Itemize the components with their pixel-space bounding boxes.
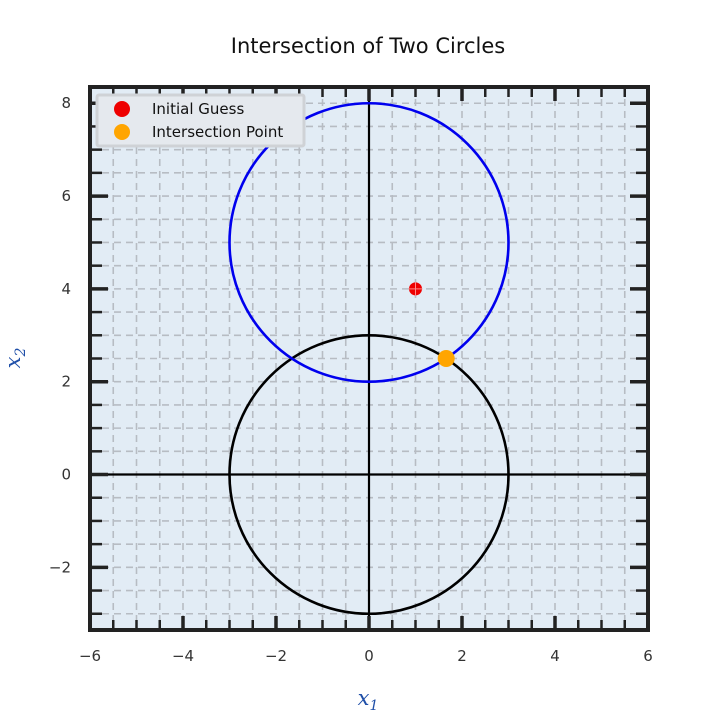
intersection-point <box>437 350 455 367</box>
chart-title: Intersection of Two Circles <box>231 34 505 58</box>
legend-label: Initial Guess <box>152 100 244 118</box>
x-tick-label: 4 <box>550 647 560 665</box>
x-tick-label: 2 <box>457 647 467 665</box>
y-tick-label: 4 <box>61 280 71 298</box>
legend-label: Intersection Point <box>152 123 283 141</box>
y-axis-label-sub: 2 <box>13 348 29 358</box>
circle-1 <box>228 333 510 616</box>
y-axis-label-base: x <box>1 356 25 368</box>
legend-marker <box>114 124 130 140</box>
legend-marker <box>114 101 130 117</box>
x-tick-label: −6 <box>79 647 101 665</box>
x-axis-label-base: x <box>358 686 370 710</box>
circle-2 <box>228 101 510 384</box>
legend-box <box>95 93 306 148</box>
y-tick-label: 0 <box>61 466 71 484</box>
x-tick-label: −2 <box>265 647 287 665</box>
legend: Initial Guess Intersection Point <box>95 93 306 148</box>
x-tick-label: 0 <box>364 647 374 665</box>
x-tick-label: −4 <box>172 647 194 665</box>
y-tick-label: 2 <box>61 373 71 391</box>
y-tick-label: 6 <box>61 187 71 205</box>
plot-area <box>88 85 650 632</box>
y-tick-label: 8 <box>61 94 71 112</box>
x-axis-label: x1 <box>358 686 379 714</box>
y-tick-label: −2 <box>49 558 71 576</box>
y-axis-label: x2 <box>1 348 29 369</box>
x-tick-label: 6 <box>643 647 653 665</box>
x-axis-label-sub: 1 <box>369 698 378 714</box>
